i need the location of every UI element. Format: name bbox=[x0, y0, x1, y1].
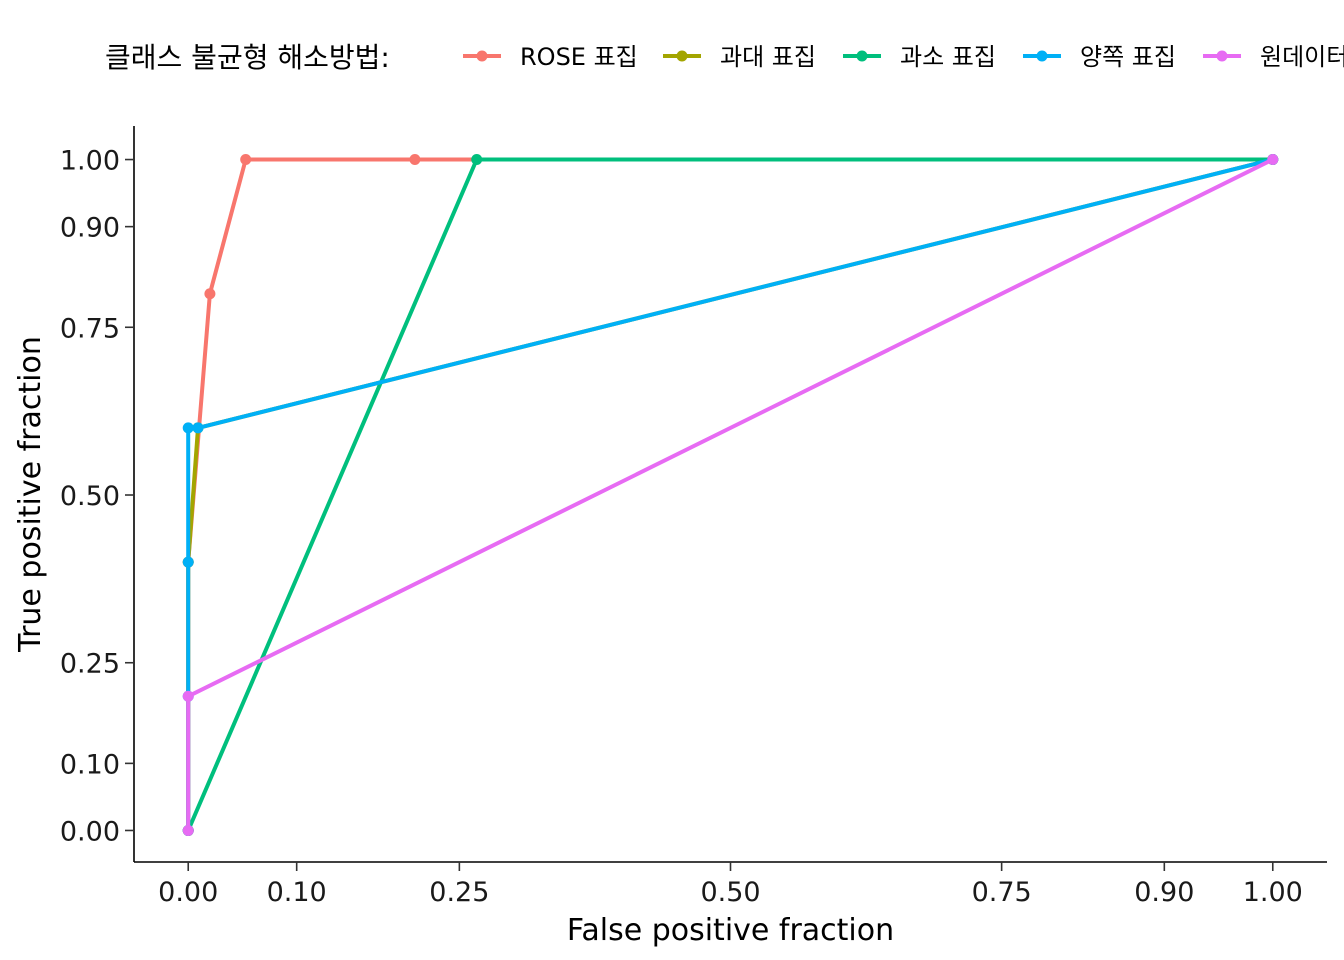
x-tick-label: 0.25 bbox=[429, 877, 489, 908]
legend-key-point bbox=[1036, 50, 1048, 62]
legend-item: 과대 표집 bbox=[663, 43, 816, 71]
data-point bbox=[182, 556, 194, 568]
series-line bbox=[186, 157, 1275, 833]
y-tick-label: 0.75 bbox=[60, 313, 120, 344]
series-5 bbox=[182, 154, 1279, 836]
y-tick-label: 0.90 bbox=[60, 213, 120, 244]
x-axis-title: False positive fraction bbox=[567, 913, 894, 948]
legend-label: 과소 표집 bbox=[900, 43, 996, 71]
legend: 클래스 불균형 해소방법: ROSE 표집 과대 표집 과소 표집 양쪽 표집 원데이터 bbox=[105, 41, 1344, 74]
legend-label: 양쪽 표집 bbox=[1080, 43, 1176, 71]
series-line bbox=[186, 157, 1275, 833]
data-point bbox=[471, 154, 483, 166]
x-tick-label: 0.00 bbox=[158, 877, 218, 908]
data-point bbox=[182, 824, 194, 836]
data-point bbox=[1267, 154, 1279, 166]
data-point bbox=[240, 154, 252, 166]
x-ticks: 0.00 0.10 0.25 0.50 0.75 0.90 1.00 bbox=[158, 862, 1303, 908]
legend-label: 원데이터 bbox=[1260, 43, 1344, 71]
legend-label: 과대 표집 bbox=[720, 43, 816, 71]
data-point bbox=[204, 288, 216, 300]
series-1 bbox=[182, 154, 1279, 836]
y-ticks: 0.00 0.10 0.25 0.50 0.75 0.90 1.00 bbox=[60, 146, 134, 847]
data-point bbox=[182, 422, 194, 434]
series-line bbox=[186, 157, 1275, 833]
legend-item: ROSE 표집 bbox=[463, 43, 638, 71]
legend-item: 양쪽 표집 bbox=[1023, 43, 1176, 71]
x-tick-label: 0.10 bbox=[267, 877, 327, 908]
legend-item: 원데이터 bbox=[1203, 43, 1344, 71]
y-tick-label: 0.25 bbox=[60, 649, 120, 680]
legend-key-point bbox=[856, 50, 868, 62]
plot-area bbox=[182, 154, 1279, 836]
legend-title: 클래스 불균형 해소방법: bbox=[105, 41, 390, 74]
data-point bbox=[409, 154, 421, 166]
x-tick-label: 0.75 bbox=[972, 877, 1032, 908]
y-tick-label: 0.10 bbox=[60, 749, 120, 780]
legend-label: ROSE 표집 bbox=[520, 43, 638, 71]
axes bbox=[133, 126, 1327, 863]
data-point bbox=[192, 422, 204, 434]
series-2 bbox=[182, 154, 1279, 836]
x-tick-label: 0.50 bbox=[700, 877, 760, 908]
y-tick-label: 0.50 bbox=[60, 481, 120, 512]
legend-key-point bbox=[476, 50, 488, 62]
series-4 bbox=[182, 154, 1279, 836]
y-axis-title: True positive fraction bbox=[13, 336, 48, 653]
series-line bbox=[186, 157, 1275, 833]
data-point bbox=[182, 690, 194, 702]
legend-key-point bbox=[1216, 50, 1228, 62]
series-line bbox=[186, 157, 1275, 833]
y-tick-label: 0.00 bbox=[60, 816, 120, 847]
x-tick-label: 1.00 bbox=[1243, 877, 1303, 908]
y-tick-label: 1.00 bbox=[60, 146, 120, 177]
x-tick-label: 0.90 bbox=[1134, 877, 1194, 908]
series-3 bbox=[182, 154, 1279, 836]
legend-item: 과소 표집 bbox=[843, 43, 996, 71]
legend-key-point bbox=[676, 50, 688, 62]
